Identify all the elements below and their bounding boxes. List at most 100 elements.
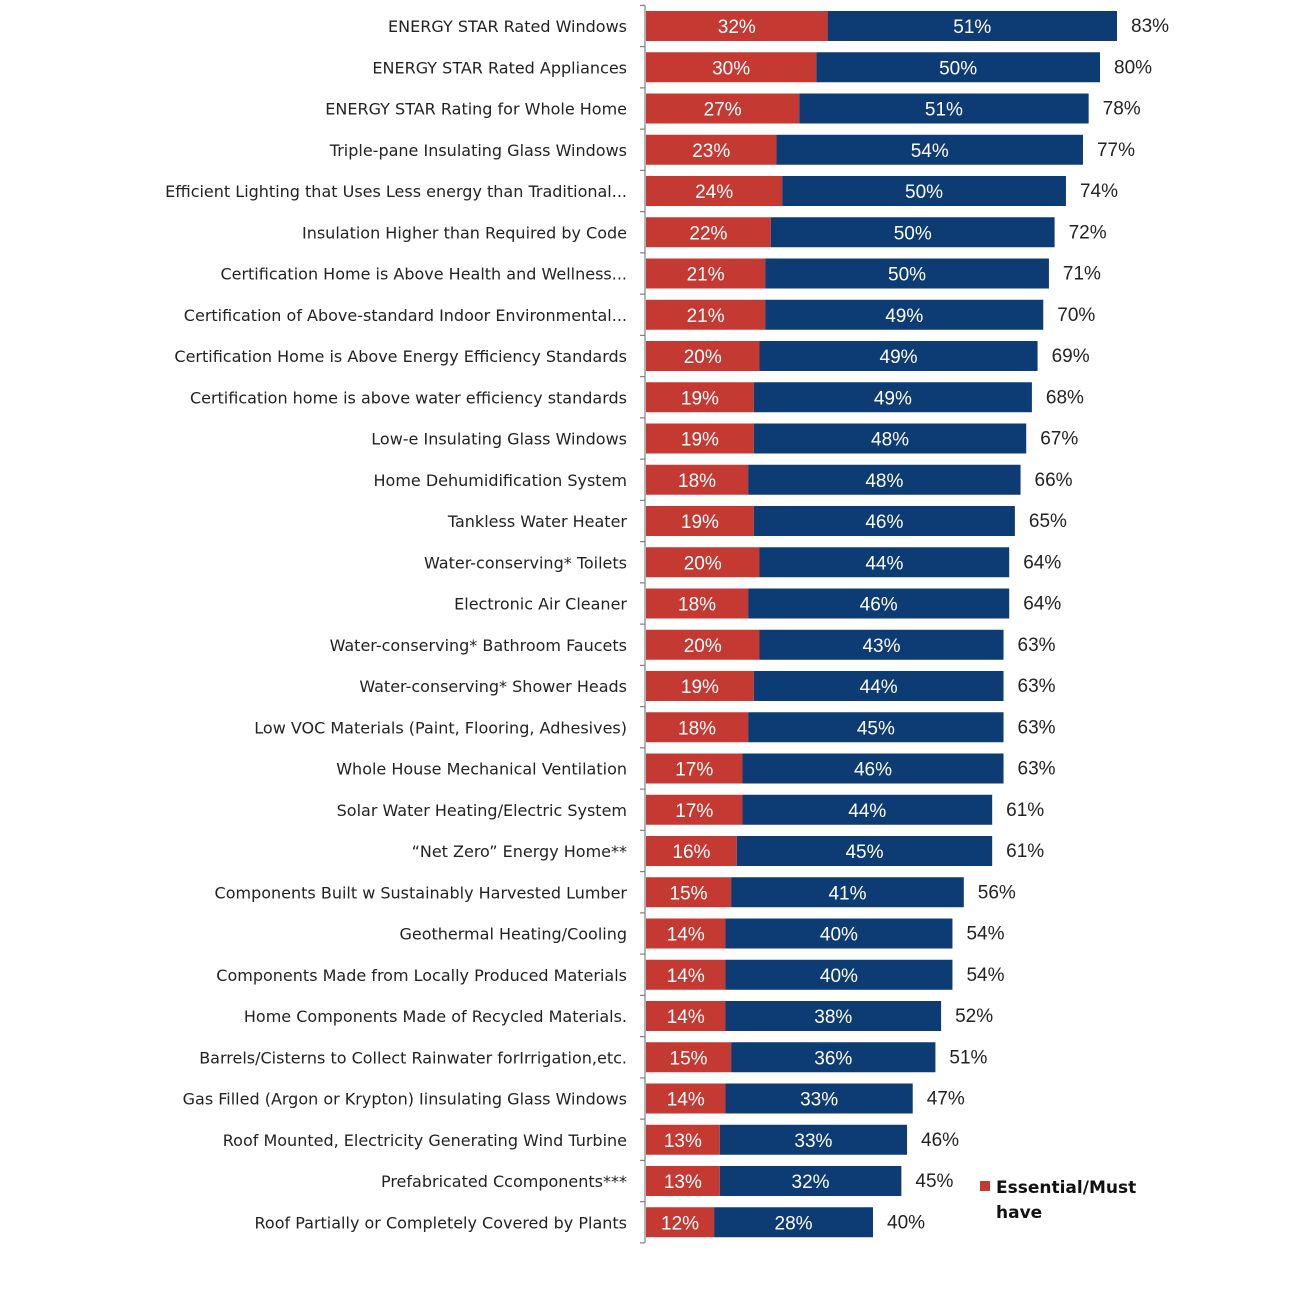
bar-segment-essential <box>646 1166 720 1196</box>
data-label-desirable: 44% <box>865 553 903 574</box>
data-label-essential: 20% <box>684 347 722 368</box>
bar-segment-desirable <box>725 918 953 949</box>
total-label: 74% <box>1080 181 1118 202</box>
total-label: 65% <box>1029 511 1067 532</box>
total-label: 54% <box>966 924 1004 945</box>
total-label: 77% <box>1097 140 1135 161</box>
data-label-essential: 21% <box>687 306 725 327</box>
data-label-essential: 24% <box>695 182 733 203</box>
bar-segment-desirable <box>799 93 1089 124</box>
total-label: 61% <box>1006 841 1044 862</box>
category-label: ENERGY STAR Rating for Whole Home <box>325 100 627 119</box>
bar-segment-essential <box>646 382 754 413</box>
data-label-desirable: 50% <box>939 58 977 79</box>
bar-segment-desirable <box>731 877 964 908</box>
total-label: 63% <box>1018 676 1056 697</box>
bar-segment-essential <box>646 1042 732 1073</box>
category-label: Gas Filled (Argon or Krypton) Iinsulatin… <box>183 1090 627 1109</box>
total-label: 40% <box>887 1212 925 1233</box>
bar-segment-desirable <box>770 217 1055 248</box>
total-label: 51% <box>949 1047 987 1068</box>
bar-segment-essential <box>646 671 754 701</box>
data-label-essential: 30% <box>712 58 750 79</box>
total-label: 67% <box>1040 429 1078 450</box>
bar-segment-essential <box>646 918 726 949</box>
data-label-essential: 15% <box>670 1048 708 1069</box>
legend-label-line1: Essential/Must <box>996 1178 1136 1198</box>
y-axis <box>640 4 646 1244</box>
data-label-essential: 15% <box>670 883 708 904</box>
total-label: 61% <box>1006 800 1044 821</box>
data-label-essential: 14% <box>667 1090 705 1111</box>
bar-segment-essential <box>646 93 800 124</box>
total-label: 46% <box>921 1130 959 1151</box>
data-label-desirable: 28% <box>775 1213 813 1234</box>
legend-label-line2: have <box>996 1203 1042 1223</box>
bar-segment-essential <box>646 258 766 289</box>
data-label-essential: 18% <box>678 595 716 616</box>
bar-segment-desirable <box>731 1042 936 1073</box>
bar-segment-essential <box>646 1001 726 1031</box>
bars-layer: 32% 51% 83% 30% 50% 80% 27% 51% 78% 23% 54% 77% 24% 5… <box>646 11 1169 1238</box>
category-label: Prefabricated Ccomponents*** <box>381 1172 627 1191</box>
data-label-desirable: 32% <box>792 1172 830 1193</box>
data-label-desirable: 38% <box>814 1007 852 1028</box>
category-label: Solar Water Heating/Electric System <box>337 801 627 820</box>
data-label-essential: 17% <box>675 760 713 781</box>
total-label: 71% <box>1063 264 1101 285</box>
legend: Essential/Must have <box>980 1178 1136 1223</box>
data-label-essential: 14% <box>667 966 705 987</box>
total-label: 64% <box>1023 552 1061 573</box>
bar-segment-essential <box>646 52 817 83</box>
bar-segment-desirable <box>753 382 1032 413</box>
bar-segment-essential <box>646 134 777 165</box>
data-label-essential: 18% <box>678 718 716 739</box>
data-label-essential: 14% <box>667 925 705 946</box>
bar-segment-desirable <box>725 1083 913 1114</box>
category-label: Certification of Above-standard Indoor E… <box>184 306 627 325</box>
data-label-desirable: 33% <box>800 1090 838 1111</box>
total-label: 68% <box>1046 387 1084 408</box>
total-label: 63% <box>1018 635 1056 656</box>
data-label-essential: 18% <box>678 471 716 492</box>
bar-segment-desirable <box>827 11 1118 41</box>
bar-segment-essential <box>646 1124 720 1155</box>
data-label-desirable: 40% <box>820 966 858 987</box>
bar-segment-desirable <box>759 547 1010 578</box>
category-label: Certification Home is Above Energy Effic… <box>174 347 627 366</box>
data-label-desirable: 51% <box>925 100 963 121</box>
bar-segment-desirable <box>776 134 1083 165</box>
category-label: Components Built w Sustainably Harvested… <box>215 883 628 902</box>
data-label-desirable: 41% <box>828 883 866 904</box>
category-label: Roof Partially or Completely Covered by … <box>255 1213 627 1232</box>
bar-segment-essential <box>646 299 766 330</box>
bar-segment-essential <box>646 712 749 743</box>
data-label-desirable: 54% <box>911 141 949 162</box>
data-label-essential: 19% <box>681 430 719 451</box>
data-label-essential: 32% <box>718 17 756 38</box>
bar-segment-desirable <box>782 176 1066 206</box>
bar-segment-desirable <box>765 258 1049 289</box>
bar-segment-desirable <box>742 794 993 825</box>
bar-segment-desirable <box>748 712 1004 743</box>
data-label-desirable: 45% <box>845 842 883 863</box>
category-label: Certification Home is Above Health and W… <box>220 265 627 284</box>
total-label: 70% <box>1057 305 1095 326</box>
total-label: 56% <box>978 882 1016 903</box>
bar-segment-desirable <box>725 1001 942 1031</box>
data-label-desirable: 48% <box>871 430 909 451</box>
bar-segment-essential <box>646 11 828 41</box>
data-label-desirable: 44% <box>848 801 886 822</box>
total-label: 64% <box>1023 594 1061 615</box>
category-label: Water-conserving* Bathroom Faucets <box>330 636 627 655</box>
data-label-desirable: 43% <box>862 636 900 657</box>
bar-segment-essential <box>646 794 743 825</box>
bar-segment-essential <box>646 423 754 454</box>
bar-segment-desirable <box>748 464 1021 495</box>
category-label: Components Made from Locally Produced Ma… <box>216 966 627 985</box>
bar-segment-essential <box>646 836 737 866</box>
bar-segment-essential <box>646 506 754 536</box>
data-label-desirable: 48% <box>865 471 903 492</box>
data-label-essential: 22% <box>689 223 727 244</box>
category-label: Home Dehumidification System <box>374 471 628 490</box>
